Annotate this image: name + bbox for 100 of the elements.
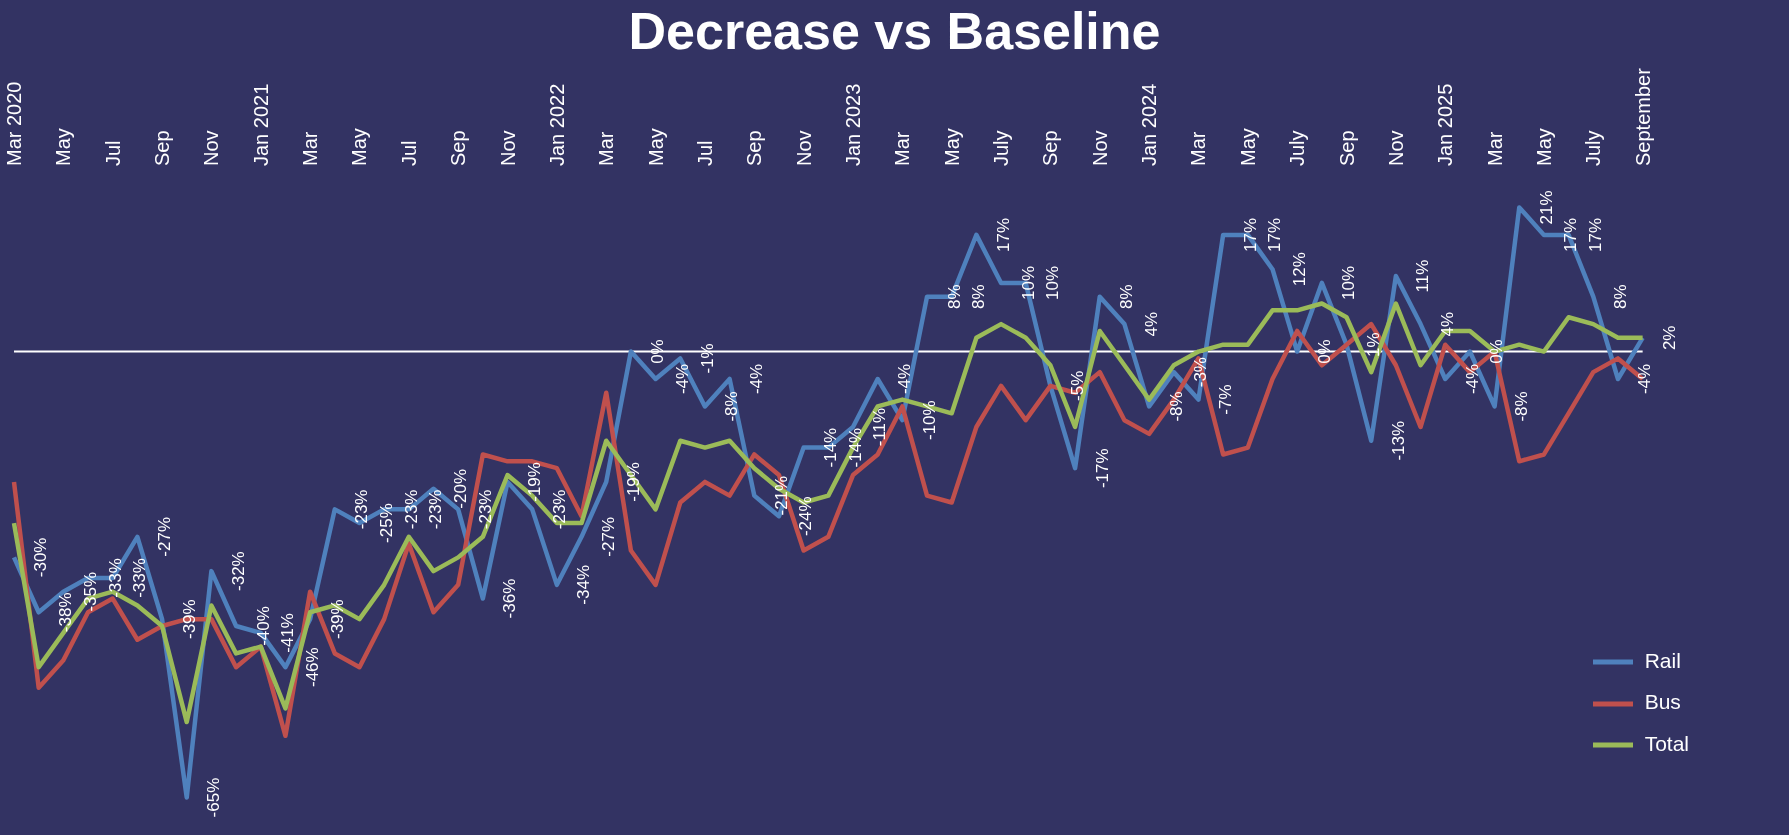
data-label: -8% bbox=[1166, 391, 1186, 422]
data-label: -20% bbox=[451, 468, 470, 509]
data-label: 4% bbox=[1438, 311, 1458, 337]
x-tick-label: Sep bbox=[743, 130, 766, 166]
data-label: -23% bbox=[475, 489, 495, 530]
x-tick-label: Nov bbox=[1088, 130, 1111, 166]
data-label: -35% bbox=[80, 571, 100, 612]
x-tick-label: May bbox=[940, 128, 963, 166]
data-label: 8% bbox=[1117, 284, 1137, 309]
data-label: -23% bbox=[352, 489, 372, 530]
data-label: -4% bbox=[1462, 363, 1482, 395]
data-label: 11% bbox=[1413, 259, 1433, 293]
x-tick-label: Nov bbox=[496, 130, 519, 166]
x-tick-label: Jan 2023 bbox=[842, 83, 864, 166]
data-label: -23% bbox=[401, 489, 421, 530]
data-label: -19% bbox=[525, 462, 545, 502]
x-tick-label: Mar bbox=[1483, 131, 1506, 166]
data-label: -23% bbox=[549, 489, 569, 530]
legend-label: Bus bbox=[1644, 690, 1681, 714]
x-tick-label: Jan 2021 bbox=[249, 83, 272, 166]
data-label: 17% bbox=[1586, 217, 1606, 252]
data-label: -4% bbox=[747, 363, 767, 395]
data-label: -32% bbox=[228, 551, 248, 591]
x-tick-label: Mar 2020 bbox=[3, 81, 25, 166]
data-label: -8% bbox=[722, 391, 742, 422]
data-label: -24% bbox=[796, 496, 816, 537]
data-label: 10% bbox=[1043, 265, 1063, 300]
data-label: 8% bbox=[1610, 284, 1630, 309]
data-label: -41% bbox=[278, 613, 298, 653]
x-tick-label: May bbox=[52, 128, 75, 166]
x-tick-label: Mar bbox=[1187, 131, 1210, 166]
data-label: 4% bbox=[1141, 311, 1161, 337]
data-label: -27% bbox=[154, 516, 174, 557]
data-label: -34% bbox=[574, 565, 594, 605]
data-label: 0% bbox=[1314, 339, 1334, 364]
data-label: -39% bbox=[179, 599, 199, 639]
x-tick-label: Jan 2025 bbox=[1434, 83, 1457, 166]
data-label: -65% bbox=[204, 777, 224, 818]
data-label: -4% bbox=[1635, 363, 1655, 395]
x-tick-label: Mar bbox=[595, 131, 618, 166]
data-label: -23% bbox=[426, 489, 446, 530]
x-tick-label: Mar bbox=[891, 131, 914, 166]
x-tick-label: Jul bbox=[397, 140, 420, 166]
legend-label: Total bbox=[1644, 731, 1689, 755]
data-label: -19% bbox=[623, 462, 643, 502]
data-label: -4% bbox=[895, 363, 915, 395]
data-label: -5% bbox=[1067, 370, 1087, 401]
x-tick-label: Nov bbox=[1384, 130, 1407, 166]
chart-title: Decrease vs Baseline bbox=[627, 1, 1162, 62]
data-label: 17% bbox=[1240, 217, 1260, 252]
x-tick-label: Sep bbox=[1335, 130, 1358, 166]
x-tick-label: Nov bbox=[200, 130, 223, 166]
data-label: 17% bbox=[1561, 217, 1581, 252]
x-tick-label: May bbox=[348, 128, 371, 166]
data-label: -4% bbox=[673, 363, 693, 395]
x-tick-label: May bbox=[1532, 128, 1555, 166]
x-tick-label: Sep bbox=[151, 130, 174, 166]
data-label: -38% bbox=[56, 592, 76, 633]
data-label: -30% bbox=[31, 537, 51, 578]
x-tick-label: Nov bbox=[792, 130, 815, 166]
data-label: -10% bbox=[919, 400, 939, 440]
data-label: -46% bbox=[302, 647, 322, 688]
data-label: -14% bbox=[845, 427, 865, 468]
data-label: -7% bbox=[1215, 384, 1235, 415]
data-label: 8% bbox=[944, 284, 964, 309]
data-label: -25% bbox=[376, 503, 396, 543]
data-label: 21% bbox=[1536, 190, 1556, 225]
data-label: -13% bbox=[1388, 420, 1408, 461]
data-label: -27% bbox=[599, 516, 619, 557]
data-label: -1% bbox=[697, 343, 717, 374]
data-label: 2% bbox=[1660, 325, 1680, 351]
data-label: -8% bbox=[1512, 391, 1532, 422]
x-tick-label: May bbox=[644, 128, 667, 166]
data-label: 10% bbox=[1018, 265, 1038, 300]
data-label: 12% bbox=[1289, 252, 1309, 287]
data-label: -36% bbox=[500, 578, 520, 619]
data-label: -33% bbox=[105, 558, 125, 598]
data-label: -14% bbox=[821, 427, 841, 468]
data-label: 17% bbox=[993, 217, 1013, 252]
x-tick-label: Mar bbox=[299, 131, 322, 166]
data-label: 10% bbox=[1339, 265, 1359, 300]
x-tick-label: July bbox=[1286, 130, 1309, 166]
x-tick-label: May bbox=[1236, 128, 1259, 166]
data-label: 0% bbox=[1487, 339, 1507, 364]
data-label: -17% bbox=[1092, 448, 1112, 489]
x-tick-label: Jan 2024 bbox=[1138, 83, 1161, 166]
data-label: 8% bbox=[969, 284, 989, 309]
x-tick-label: July bbox=[1582, 130, 1605, 166]
data-label: -21% bbox=[771, 475, 791, 516]
x-tick-label: July bbox=[990, 130, 1013, 166]
x-tick-label: September bbox=[1631, 67, 1654, 166]
x-tick-label: Sep bbox=[447, 130, 470, 166]
legend-label: Rail bbox=[1644, 648, 1681, 672]
data-label: -40% bbox=[253, 606, 273, 646]
x-tick-label: Jul bbox=[101, 140, 124, 166]
x-tick-label: Jan 2022 bbox=[545, 83, 568, 166]
x-tick-label: Sep bbox=[1039, 130, 1062, 166]
x-tick-label: Jul bbox=[693, 140, 716, 166]
data-label: 0% bbox=[648, 339, 668, 364]
data-label: -3% bbox=[1191, 357, 1211, 388]
